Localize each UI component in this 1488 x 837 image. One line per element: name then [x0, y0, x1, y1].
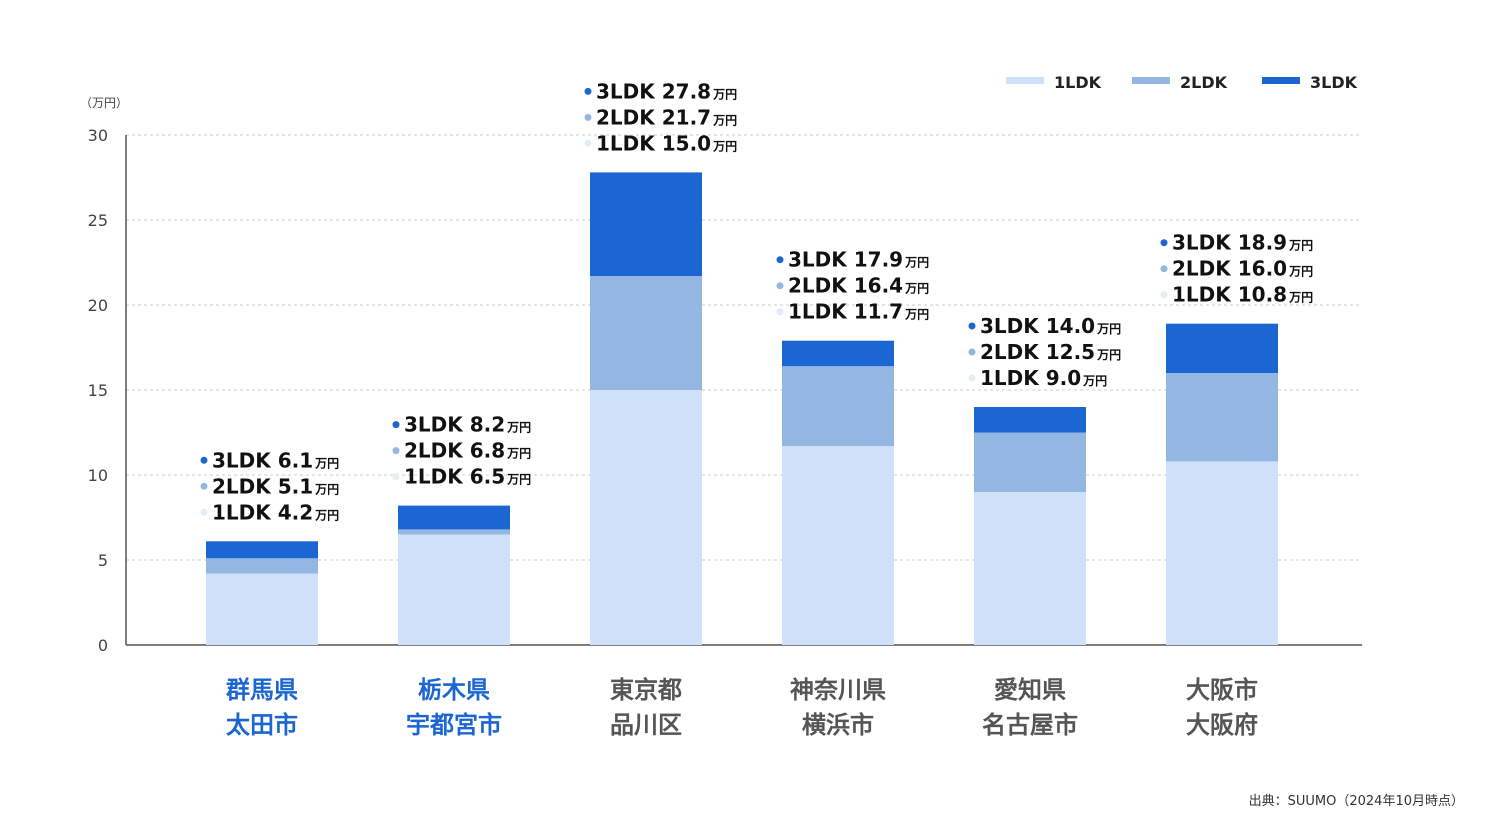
label-dot-3ldk: [776, 256, 784, 264]
bar-segment-2ldk: [206, 558, 318, 574]
bar-segment-1ldk: [782, 446, 894, 645]
y-tick-label: 15: [88, 381, 108, 400]
x-category-label: 大阪市: [1186, 676, 1258, 704]
bars: [206, 172, 1278, 645]
y-tick-label: 10: [88, 466, 108, 485]
y-tick-label: 5: [98, 551, 108, 570]
label-dot-2ldk: [200, 482, 208, 490]
label-dot-3ldk: [200, 456, 208, 464]
label-dot-1ldk: [1160, 291, 1168, 299]
y-tick-label: 30: [88, 126, 108, 145]
bar-segment-3ldk: [590, 172, 702, 277]
legend-swatch-3ldk: [1262, 77, 1300, 84]
x-category-label: 名古屋市: [982, 711, 1078, 739]
label-dot-3ldk: [968, 322, 976, 330]
bar-segment-1ldk: [1166, 461, 1278, 645]
x-category-label: 大阪府: [1186, 711, 1258, 739]
value-label-2ldk: 2LDK 12.5 万円: [980, 340, 1121, 364]
label-dot-1ldk: [200, 508, 208, 516]
label-dot-3ldk: [392, 421, 400, 429]
bar-segment-3ldk: [398, 505, 510, 530]
bar-segment-3ldk: [974, 407, 1086, 433]
x-category-label: 宇都宮市: [406, 711, 502, 739]
value-label-3ldk: 3LDK 18.9 万円: [1172, 231, 1313, 255]
bar-segment-1ldk: [206, 573, 318, 645]
label-dot-2ldk: [776, 282, 784, 290]
value-label-2ldk: 2LDK 16.0 万円: [1172, 257, 1313, 281]
label-dot-2ldk: [968, 348, 976, 356]
legend-swatch-2ldk: [1132, 77, 1170, 84]
value-label-2ldk: 2LDK 16.4 万円: [788, 274, 929, 298]
label-dot-1ldk: [584, 139, 592, 147]
legend-label-1ldk: 1LDK: [1054, 73, 1102, 92]
x-category-label: 愛知県: [994, 676, 1066, 704]
bar-segment-2ldk: [1166, 373, 1278, 462]
legend-label-2ldk: 2LDK: [1180, 73, 1228, 92]
x-category-label: 太田市: [226, 711, 298, 739]
value-label-2ldk: 2LDK 6.8 万円: [404, 439, 531, 463]
legend-label-3ldk: 3LDK: [1310, 73, 1358, 92]
label-dot-1ldk: [968, 374, 976, 382]
value-label-3ldk: 3LDK 27.8 万円: [596, 79, 737, 103]
value-label-1ldk: 1LDK 11.7 万円: [788, 300, 929, 324]
value-label-1ldk: 1LDK 15.0 万円: [596, 131, 737, 155]
value-label-2ldk: 2LDK 5.1 万円: [212, 474, 339, 498]
label-dot-2ldk: [584, 113, 592, 121]
value-label-3ldk: 3LDK 6.1 万円: [212, 448, 339, 472]
bar-segment-3ldk: [1166, 323, 1278, 373]
value-label-1ldk: 1LDK 9.0 万円: [980, 366, 1107, 390]
legend: 1LDK 2LDK 3LDK: [1006, 73, 1358, 92]
bar-segment-2ldk: [974, 432, 1086, 492]
x-category-label: 群馬県: [226, 676, 298, 704]
value-label-3ldk: 3LDK 14.0 万円: [980, 314, 1121, 338]
legend-swatch-1ldk: [1006, 77, 1044, 84]
label-dot-3ldk: [584, 87, 592, 95]
bar-segment-1ldk: [974, 492, 1086, 645]
y-axis-unit-label: （万円）: [80, 96, 128, 110]
source-note: 出典：SUUMO（2024年10月時点）: [1249, 794, 1464, 809]
x-category-label: 東京都: [610, 676, 682, 704]
x-category-label: 栃木県: [418, 676, 490, 704]
bar-segment-3ldk: [782, 340, 894, 367]
value-label-2ldk: 2LDK 21.7 万円: [596, 105, 737, 129]
y-axis: （万円） 0 5 10 15 20 25 30: [80, 96, 1362, 655]
bar-segment-2ldk: [398, 529, 510, 535]
y-tick-label: 0: [98, 636, 108, 655]
bar-segment-1ldk: [590, 390, 702, 645]
label-dot-1ldk: [392, 473, 400, 481]
value-label-3ldk: 3LDK 8.2 万円: [404, 413, 531, 437]
x-category-label: 神奈川県: [790, 676, 886, 704]
bar-segment-2ldk: [782, 366, 894, 447]
y-tick-label: 20: [88, 296, 108, 315]
grid-lines: [126, 134, 1362, 561]
label-dot-3ldk: [1160, 239, 1168, 247]
value-label-1ldk: 1LDK 4.2 万円: [212, 500, 339, 524]
value-label-1ldk: 1LDK 10.8 万円: [1172, 283, 1313, 307]
bar-segment-2ldk: [590, 276, 702, 390]
bar-segment-3ldk: [206, 541, 318, 559]
x-category-label: 品川区: [610, 711, 682, 739]
label-dot-1ldk: [776, 308, 784, 316]
x-category-label: 横浜市: [802, 711, 874, 739]
y-tick-label: 25: [88, 211, 108, 230]
label-dot-2ldk: [1160, 265, 1168, 273]
bar-segment-1ldk: [398, 534, 510, 645]
value-label-1ldk: 1LDK 6.5 万円: [404, 465, 531, 489]
label-dot-2ldk: [392, 447, 400, 455]
value-label-3ldk: 3LDK 17.9 万円: [788, 248, 929, 272]
